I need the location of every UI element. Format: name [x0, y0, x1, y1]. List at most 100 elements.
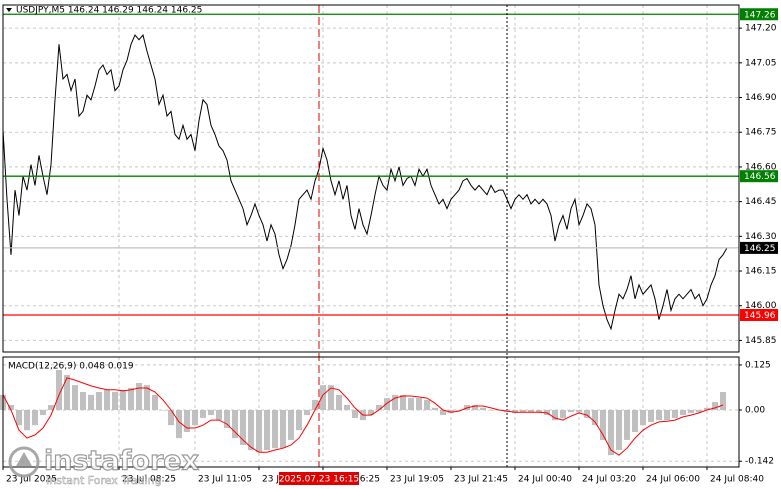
y-tick-label: 146.15	[745, 267, 777, 277]
histogram-bar	[616, 410, 622, 451]
x-tick-label: 24 Jul 08:40	[710, 475, 764, 485]
y-tick-label: 0.125	[745, 360, 771, 370]
histogram-bar	[216, 410, 222, 421]
histogram-bar	[224, 410, 230, 429]
histogram-bar	[528, 410, 534, 413]
histogram-bar	[472, 404, 478, 411]
y-tick-label: 146.60	[745, 162, 777, 172]
histogram-bar	[720, 391, 726, 411]
histogram-bar	[632, 410, 638, 433]
histogram-bar	[488, 410, 494, 411]
histogram-bar	[352, 410, 358, 418]
menu-triangle	[6, 8, 12, 12]
histogram-bar	[376, 404, 382, 411]
histogram-bar	[336, 394, 342, 411]
marker-tag	[279, 472, 359, 485]
histogram-bar	[40, 410, 46, 416]
histogram-bar	[696, 410, 702, 413]
histogram-bar	[712, 402, 718, 411]
histogram-bar	[160, 410, 166, 411]
level-tag-label: 145.96	[744, 311, 776, 321]
histogram-bar	[536, 410, 542, 413]
watermark-tagline: Instant Forex Trading	[46, 474, 162, 487]
mark-layer	[0, 5, 739, 467]
x-tick-label: 23 Jul 11:05	[198, 475, 252, 485]
histogram-bar	[480, 407, 486, 411]
histogram-bar	[304, 410, 310, 416]
histogram-bar	[176, 410, 182, 439]
histogram-bar	[264, 410, 270, 451]
histogram-bar	[440, 410, 446, 416]
level-tag	[740, 241, 778, 254]
histogram-bar	[152, 394, 158, 411]
histogram-bar	[64, 375, 70, 411]
histogram-bar	[656, 410, 662, 421]
level-tag	[740, 170, 778, 183]
x-tick-label: 23 Jul 19:05	[390, 475, 444, 485]
histogram-bar	[208, 410, 214, 416]
histogram-bar	[56, 369, 62, 411]
y-tick-label: 146.45	[745, 197, 777, 207]
histogram-bar	[112, 391, 118, 411]
histogram-bar	[240, 410, 246, 445]
histogram-bar	[24, 410, 30, 431]
watermark: instaforex Instant Forex Trading	[8, 445, 200, 487]
y-tick-label: 0.00	[745, 406, 765, 416]
histogram-bar	[448, 410, 454, 413]
histogram-bar	[328, 385, 334, 411]
grid-layer: 147.20 147.05 146.90 146.75 146.60 146.45 146.…	[2, 5, 777, 485]
histogram-bar	[96, 391, 102, 411]
histogram-bar	[48, 404, 54, 411]
histogram-bar	[168, 410, 174, 426]
histogram-bar	[648, 410, 654, 422]
overlay-layer: 147.26 146.56 146.25 145.96 2025.07.23 16:15	[279, 8, 778, 485]
histogram-bar	[600, 410, 606, 440]
x-tick-label: 24 Jul 06:00	[646, 475, 700, 485]
y-tick-label: 146.90	[745, 93, 777, 103]
histogram-bar	[320, 385, 326, 411]
histogram-bar	[568, 410, 574, 413]
x-tick-label: 24 Jul 00:40	[518, 475, 572, 485]
x-tick-label: 23 Jul 21:45	[454, 475, 508, 485]
histogram-bar	[704, 407, 710, 411]
y-tick-label: 146.75	[745, 128, 777, 138]
y-tick-label: -0.142	[745, 457, 774, 467]
histogram-bar	[608, 410, 614, 456]
histogram-bar	[144, 385, 150, 411]
y-tick-label: 147.20	[745, 24, 777, 34]
histogram-bar	[424, 399, 430, 411]
histogram-bar	[416, 398, 422, 411]
histogram-bar	[592, 410, 598, 426]
histogram-bar	[368, 410, 374, 416]
histogram-bar	[136, 382, 142, 411]
histogram-bar	[640, 410, 646, 426]
histogram-bar	[384, 398, 390, 411]
histogram-bar	[584, 410, 590, 418]
histogram-bar	[104, 389, 110, 411]
y-tick-label: 147.05	[745, 58, 777, 68]
histogram-bar	[664, 410, 670, 421]
level-tag-label: 147.26	[744, 10, 776, 20]
histogram-bar	[560, 410, 566, 418]
level-tag	[740, 8, 778, 21]
histogram-bar	[408, 398, 414, 411]
x-tick-label: 24 Jul 03:20	[582, 475, 636, 485]
level-tag-label: 146.56	[744, 172, 776, 182]
histogram-bar	[512, 410, 518, 413]
watermark-logo-mark	[16, 452, 32, 466]
level-tag-label: 146.25	[744, 244, 776, 254]
histogram-bar	[80, 391, 86, 411]
histogram-bar	[128, 388, 134, 411]
histogram-bar	[672, 410, 678, 418]
histogram-bar	[432, 407, 438, 411]
macd-title: MACD(12,26,9) 0.048 0.019	[8, 362, 134, 372]
chart-title: USDJPY,M5 146.24 146.29 146.24 146.25	[16, 6, 202, 16]
histogram-bar	[576, 410, 582, 413]
watermark-brand: instaforex	[44, 446, 199, 477]
histogram-bar	[272, 410, 278, 449]
histogram-bar	[248, 410, 254, 451]
histogram-bar	[296, 410, 302, 431]
histogram-bar	[288, 410, 294, 440]
histogram-bar	[72, 385, 78, 411]
